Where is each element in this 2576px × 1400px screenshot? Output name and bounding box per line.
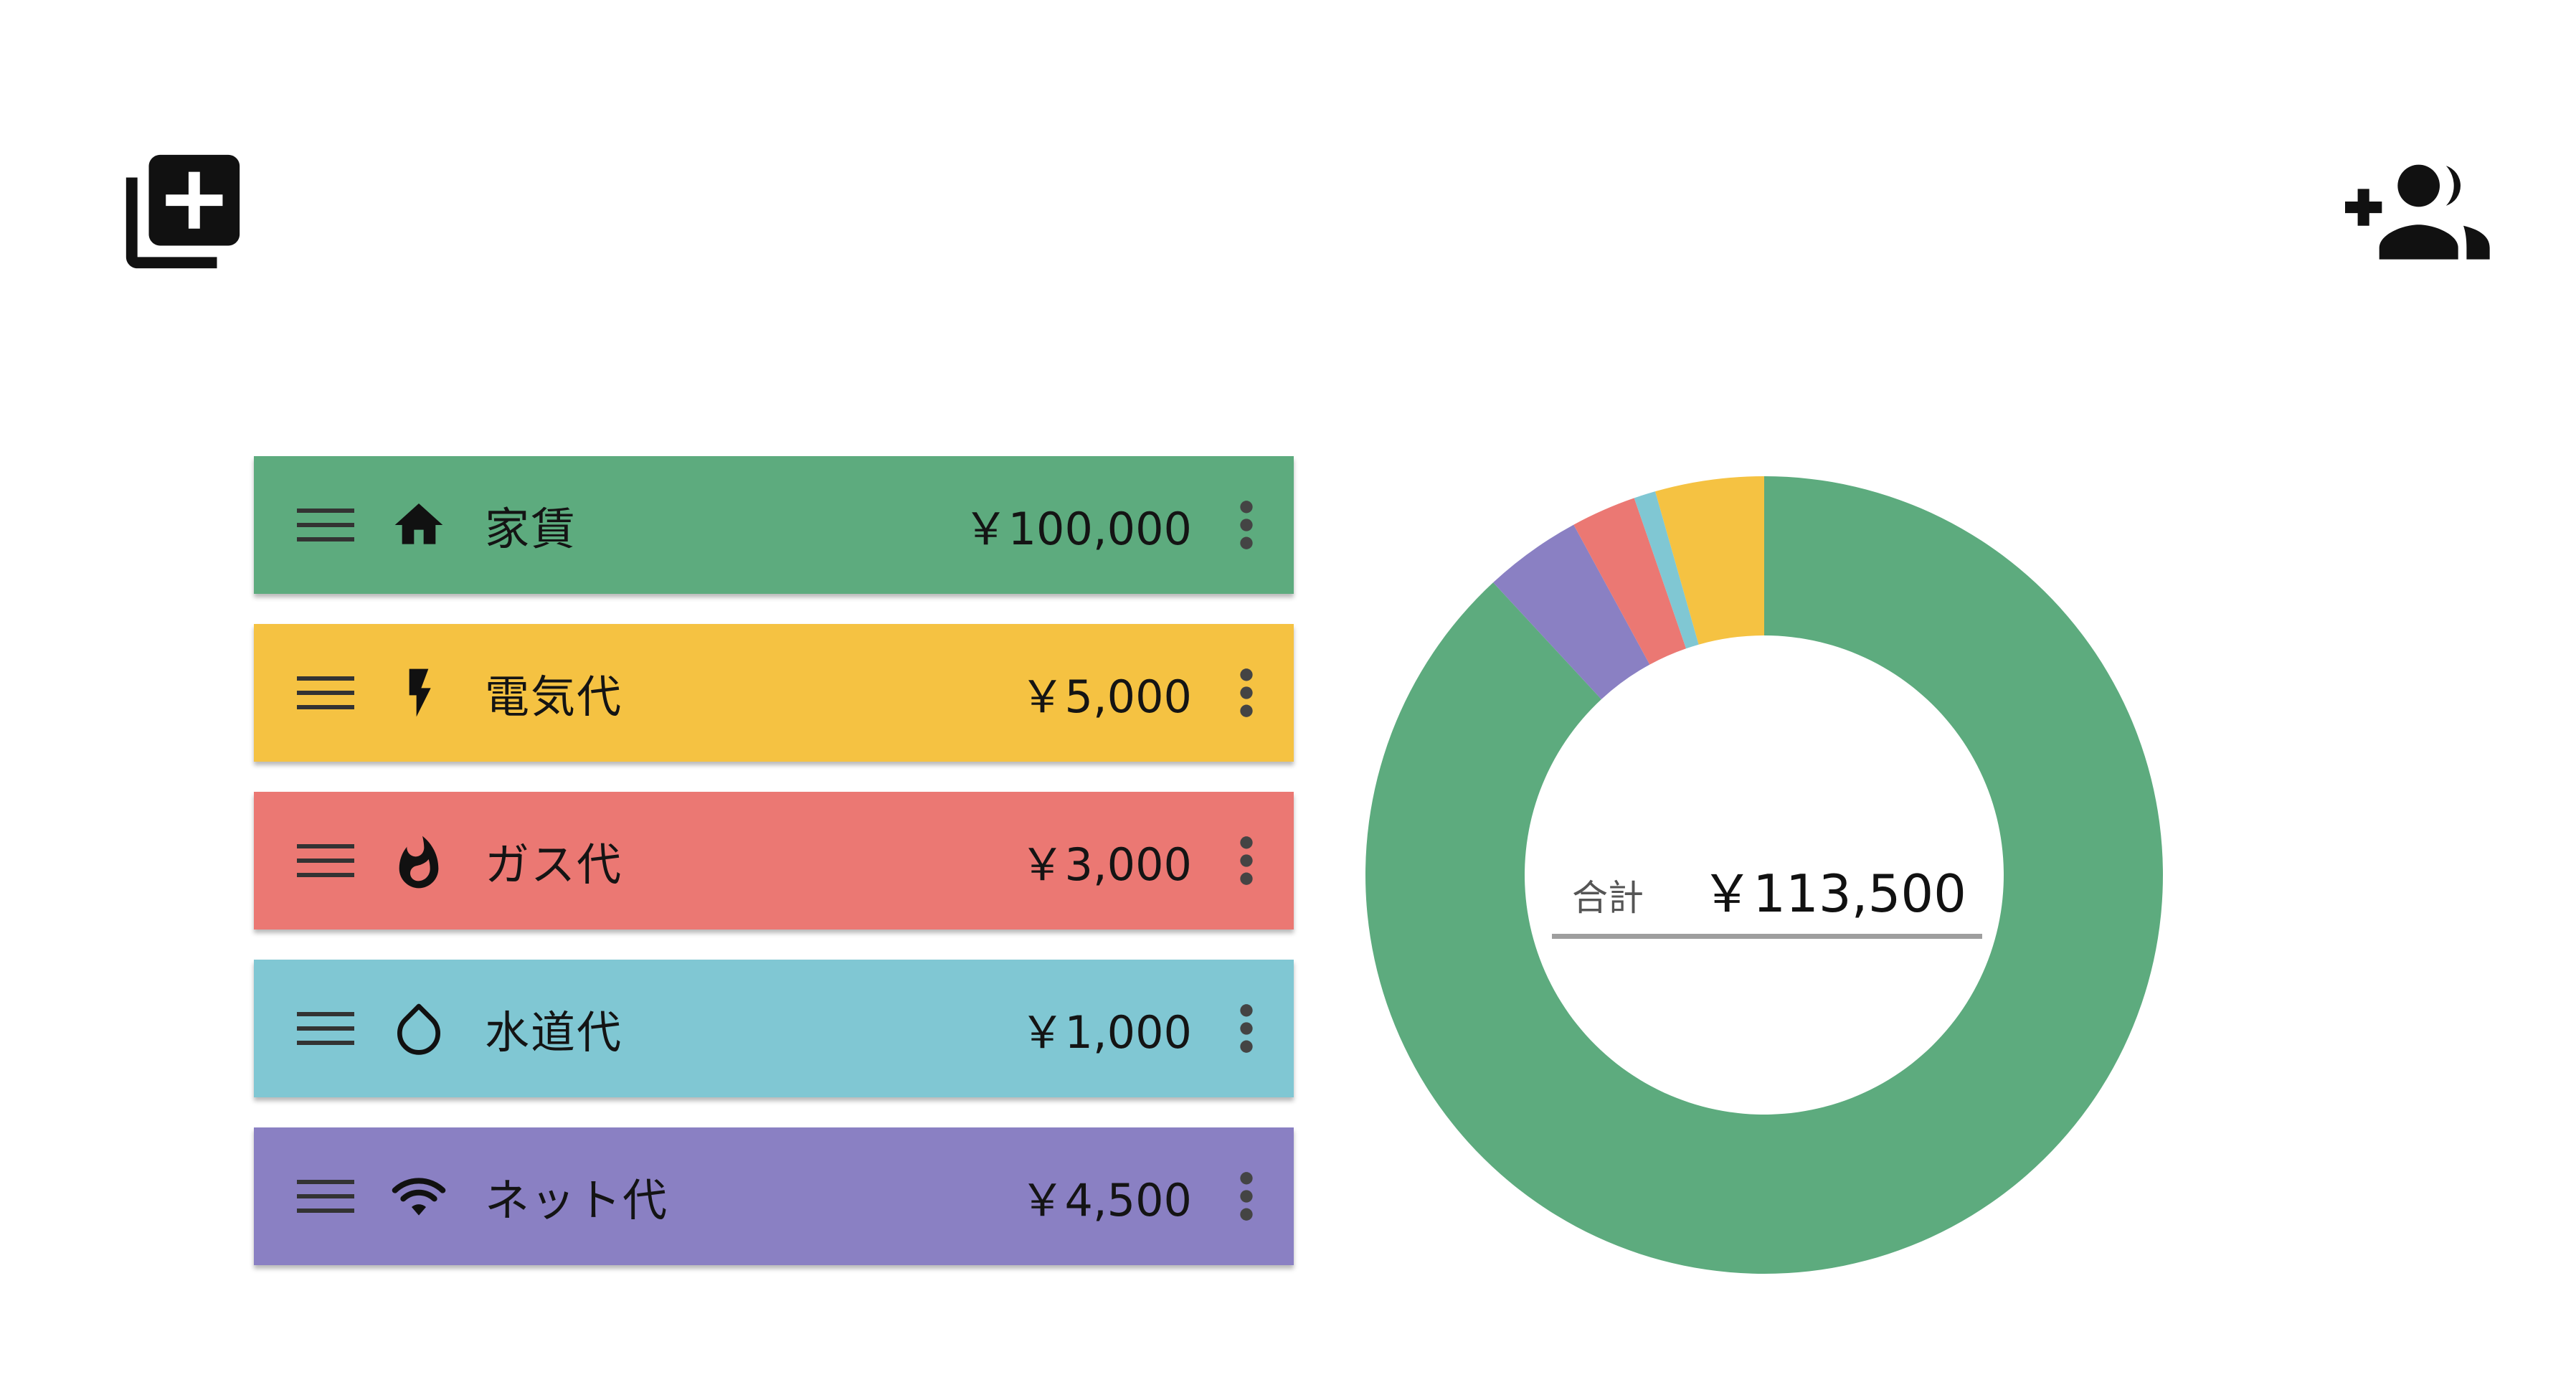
drag-handle-icon[interactable]: [297, 676, 354, 709]
expense-amount: ￥3,000: [1020, 838, 1193, 891]
add-member-button[interactable]: [2345, 159, 2503, 260]
total-label: 合計: [1572, 877, 1644, 919]
add-list-button[interactable]: [115, 143, 251, 280]
lightning-icon: [409, 668, 431, 717]
donut-slice-1: [1493, 524, 1650, 700]
more-options-icon[interactable]: [1233, 667, 1259, 719]
water-drop-icon: [397, 1003, 440, 1055]
group-add-icon: [2345, 164, 2490, 260]
expense-amount: ￥1,000: [1020, 1006, 1193, 1059]
more-options-icon[interactable]: [1233, 835, 1259, 886]
donut-slice-3: [1634, 491, 1699, 649]
library-add-icon: [126, 154, 240, 269]
expense-name: ネット代: [485, 1174, 669, 1226]
expense-row-water[interactable]: 水道代 ￥1,000: [254, 960, 1294, 1097]
expense-row-rent[interactable]: 家賃 ￥100,000: [254, 456, 1294, 594]
total-summary: 合計 ￥113,500: [1552, 855, 1982, 939]
total-amount: ￥113,500: [1701, 864, 1966, 924]
expense-amount: ￥4,500: [1020, 1174, 1193, 1226]
more-options-icon[interactable]: [1233, 499, 1259, 551]
drag-handle-icon[interactable]: [297, 844, 354, 877]
more-options-icon[interactable]: [1233, 1003, 1259, 1054]
donut-slice-4: [1655, 476, 1764, 645]
flame-icon: [399, 836, 439, 889]
expense-row-electricity[interactable]: 電気代 ￥5,000: [254, 624, 1294, 762]
expense-amount: ￥5,000: [1020, 671, 1193, 723]
expense-row-internet[interactable]: ネット代 ￥4,500: [254, 1127, 1294, 1265]
expense-donut-chart: [1365, 476, 2163, 1274]
more-options-icon[interactable]: [1233, 1170, 1259, 1222]
expense-list: 家賃 ￥100,000 電気代 ￥5,000 ガス代 ￥3,000: [254, 456, 1294, 1295]
drag-handle-icon[interactable]: [297, 509, 354, 541]
expense-row-gas[interactable]: ガス代 ￥3,000: [254, 792, 1294, 930]
home-icon: [394, 503, 443, 544]
donut-slice-2: [1573, 498, 1687, 665]
wifi-icon: [392, 1178, 446, 1216]
expense-name: 家賃: [485, 503, 577, 555]
expense-name: 電気代: [485, 671, 623, 723]
drag-handle-icon[interactable]: [297, 1180, 354, 1213]
expense-amount: ￥100,000: [963, 503, 1192, 555]
drag-handle-icon[interactable]: [297, 1012, 354, 1045]
expense-name: 水道代: [485, 1006, 623, 1059]
donut-slice-0: [1365, 476, 2163, 1274]
expense-name: ガス代: [485, 838, 623, 891]
